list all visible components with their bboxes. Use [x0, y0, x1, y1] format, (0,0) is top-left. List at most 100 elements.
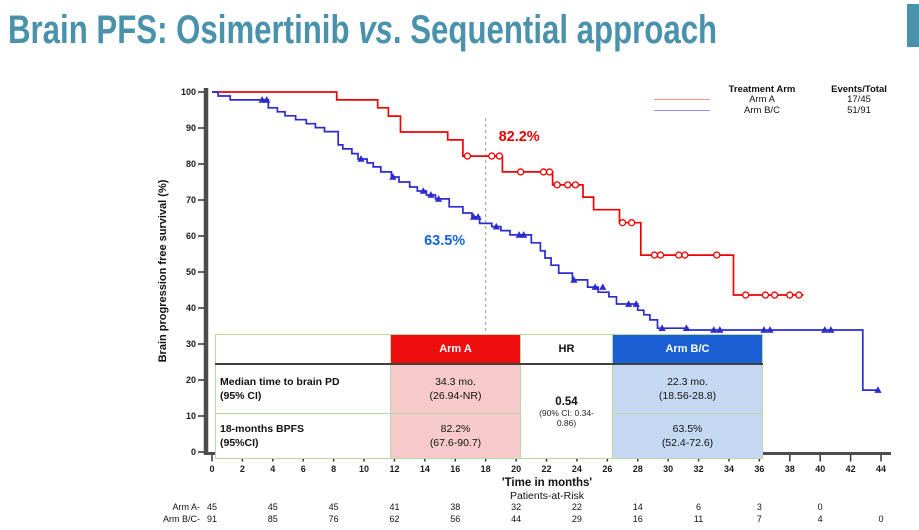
censor-mark-triangle — [434, 195, 443, 202]
x-tick-label: 2 — [240, 464, 245, 474]
censor-mark-circle — [488, 152, 496, 160]
median-label-line1: Median time to brain PD — [220, 376, 340, 388]
x-tick-label: 36 — [754, 464, 764, 474]
legend-line-swatch-arm-bc — [648, 109, 712, 111]
summary-18mo-arm-bc: 63.5% (52.4-72.6) — [612, 413, 763, 459]
hr-value: 0.54 — [555, 395, 578, 408]
y-tick-label: 70 — [186, 195, 196, 205]
x-tick-label: 26 — [602, 464, 612, 474]
y-tick-label: 80 — [186, 159, 196, 169]
censor-mark-triangle — [625, 300, 633, 307]
legend-events-arm-a: 17/45 — [847, 94, 871, 106]
at-risk-count: 14 — [632, 502, 643, 512]
median-arm-bc-ci: (18.56-28.8) — [658, 390, 717, 402]
censor-mark-circle — [675, 251, 683, 259]
censor-mark-circle — [553, 181, 561, 189]
legend-events-arm-bc: 51/91 — [847, 104, 871, 116]
censor-mark-triangle — [389, 173, 397, 180]
y-tick-label: 100 — [181, 87, 196, 97]
at-risk-count: 41 — [389, 502, 400, 512]
censor-mark-circle — [517, 168, 525, 176]
legend-label-arm-bc: Arm B/C — [744, 104, 780, 116]
median-arm-bc-value: 22.3 mo. — [667, 376, 708, 388]
y-tick-label: 90 — [186, 123, 196, 133]
at-risk-count: 0 — [817, 502, 823, 512]
x-tick-label: 12 — [389, 464, 399, 474]
censor-mark-circle — [539, 168, 548, 176]
censor-mark-triangle — [682, 324, 690, 331]
legend-header-events-total: Events/Total — [831, 83, 887, 95]
censor-mark-circle — [742, 291, 750, 299]
x-tick-label: 6 — [301, 464, 306, 474]
censor-mark-triangle — [874, 386, 882, 393]
annotation-arm-bc-18mo-rate: 63.5% — [424, 233, 466, 250]
hr-ci-line2: 0.86) — [556, 417, 577, 428]
y-tick-label: 60 — [186, 231, 196, 241]
annotation-arm-a-18mo-rate: 82.2% — [498, 128, 540, 145]
km-curve-arm-bc — [212, 91, 878, 391]
x-tick-label: 32 — [694, 464, 704, 474]
bpfs-arm-bc-ci: (52.4-72.6) — [661, 437, 714, 449]
censor-mark-triangle — [570, 276, 578, 283]
summary-hr-cell: 0.54 (90% CI: 0.34- 0.86) — [520, 363, 613, 459]
censor-mark-triangle — [827, 326, 835, 333]
at-risk-count: 56 — [450, 513, 461, 524]
censor-mark-circle — [545, 168, 554, 176]
x-tick-label: 44 — [876, 464, 886, 474]
censor-mark-circle — [770, 291, 779, 299]
censor-mark-triangle — [515, 231, 523, 238]
at-risk-count: 6 — [696, 502, 702, 512]
summary-header-hr: HR — [520, 334, 613, 365]
censor-mark-circle — [713, 251, 721, 259]
at-risk-row-label: Arm A- — [172, 502, 200, 512]
at-risk-count: 85 — [267, 513, 278, 524]
summary-row-18mo-bpfs: 18-months BPFS (95%CI) 82.2% (67.6-90.7)… — [215, 413, 763, 459]
at-risk-count: 3 — [756, 502, 762, 512]
censor-mark-triangle — [766, 326, 774, 333]
at-risk-count: 38 — [450, 502, 461, 512]
y-tick-label: 50 — [186, 267, 196, 277]
legend-row-arm-a: Arm A 17/45 — [648, 94, 906, 106]
bpfs-label-line1: 18-months BPFS — [220, 423, 305, 435]
title-prefix: Brain PFS: Osimertinib — [8, 8, 359, 52]
censor-mark-triangle — [263, 96, 271, 103]
summary-row-median: Median time to brain PD (95% CI) 34.3 mo… — [215, 363, 763, 459]
summary-header-arm-bc: Arm B/C — [612, 334, 763, 365]
censor-mark-circle — [795, 291, 803, 299]
x-tick-label: 4 — [270, 464, 275, 474]
km-curve-arm-a — [212, 91, 804, 296]
summary-median-arm-a: 34.3 mo. (26.94-NR) — [390, 363, 521, 414]
x-tick-label: 34 — [724, 464, 734, 474]
x-tick-label: 10 — [359, 464, 369, 474]
y-axis-label: Brain progression free survival (%) — [157, 179, 169, 363]
x-tick-label: 20 — [511, 464, 521, 474]
censor-mark-triangle — [658, 324, 666, 331]
legend-row-arm-bc: Arm B/C 51/91 — [648, 105, 906, 116]
legend: Treatment Arm Events/Total Arm A 17/45 A… — [648, 84, 906, 116]
y-tick-label: 10 — [186, 411, 196, 421]
summary-label-18mo: 18-months BPFS (95%CI) — [215, 413, 391, 459]
censor-mark-triangle — [591, 283, 599, 290]
at-risk-count: 4 — [817, 513, 823, 524]
censor-mark-circle — [618, 219, 627, 227]
patients-at-risk-title: Patients-at-Risk — [509, 490, 585, 502]
legend-line-swatch-arm-a — [648, 99, 712, 101]
x-tick-label: 22 — [542, 464, 552, 474]
y-tick-label: 0 — [191, 447, 196, 457]
censor-mark-triangle — [821, 326, 829, 333]
at-risk-count: 0 — [878, 513, 884, 524]
x-tick-label: 0 — [209, 464, 214, 474]
at-risk-count: 45 — [206, 502, 217, 512]
censor-mark-circle — [656, 251, 665, 259]
legend-label-arm-a: Arm A — [749, 94, 775, 106]
censor-mark-circle — [571, 181, 580, 189]
censor-mark-circle — [650, 251, 659, 259]
summary-header-arm-a: Arm A — [390, 334, 521, 365]
censor-mark-circle — [761, 291, 770, 299]
censor-mark-triangle — [520, 231, 528, 238]
censor-mark-triangle — [599, 283, 607, 290]
median-arm-a-value: 34.3 mo. — [435, 376, 476, 388]
at-risk-count: 29 — [571, 513, 582, 524]
censor-mark-triangle — [258, 96, 266, 103]
